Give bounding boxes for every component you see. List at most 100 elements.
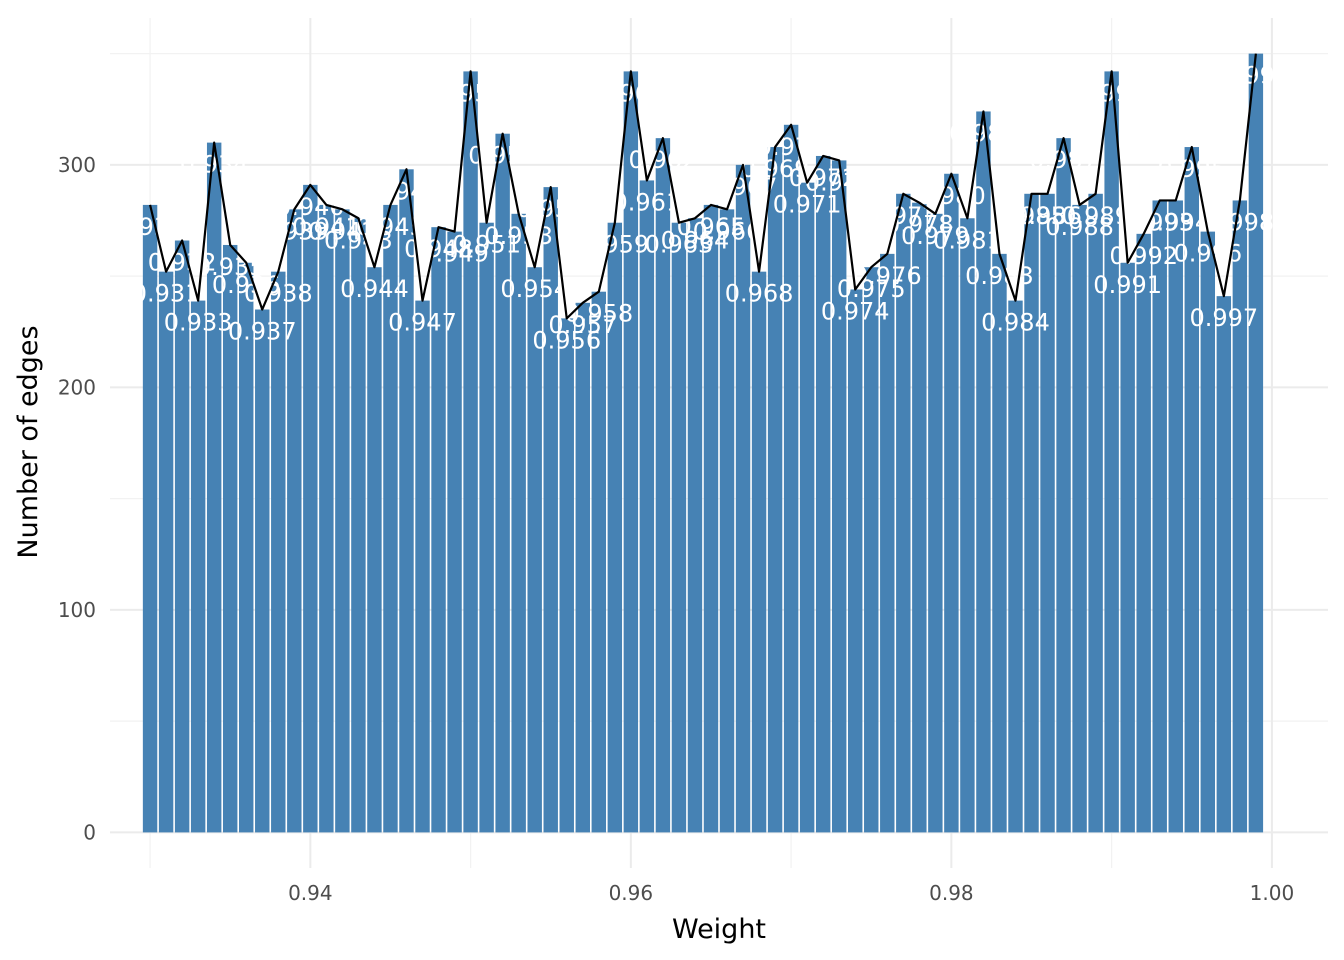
histogram-bar bbox=[928, 213, 943, 833]
histogram-bar bbox=[1232, 200, 1248, 833]
bar-value-label: 0.973 bbox=[805, 168, 874, 196]
y-tick-label: 100 bbox=[58, 598, 96, 622]
histogram-bar bbox=[751, 271, 767, 833]
bar-value-label: 0.931 bbox=[132, 280, 201, 308]
bar-value-label: 0.930 bbox=[116, 213, 185, 241]
histogram-bar bbox=[671, 222, 687, 833]
histogram-bar bbox=[799, 182, 815, 833]
histogram-bar bbox=[639, 180, 655, 833]
histogram-bar bbox=[174, 240, 190, 833]
bar-value-label: 0.935 bbox=[196, 253, 265, 281]
bar-value-label: 0.986 bbox=[1013, 202, 1082, 230]
histogram-bar bbox=[543, 187, 558, 833]
bar-value-label: 0.979 bbox=[901, 222, 970, 250]
histogram-bar bbox=[383, 204, 398, 833]
x-tick-label: 0.96 bbox=[609, 881, 654, 905]
bar-value-label: 0.933 bbox=[164, 309, 233, 337]
bar-value-label: 0.966 bbox=[693, 217, 762, 245]
histogram-bar bbox=[1072, 204, 1087, 833]
bar-value-label: 0.983 bbox=[965, 262, 1034, 290]
histogram-bar bbox=[351, 218, 366, 833]
bar-value-label: 0.992 bbox=[1109, 242, 1178, 270]
bars bbox=[142, 53, 1264, 833]
histogram-bar bbox=[767, 147, 783, 833]
histogram-bar bbox=[1088, 193, 1103, 833]
bar-value-label: 0.988 bbox=[1045, 213, 1114, 241]
histogram-bar bbox=[399, 169, 414, 833]
bar-value-label: 0.997 bbox=[1189, 304, 1258, 332]
histogram-bar bbox=[703, 204, 719, 833]
bar-value-label: 0.951 bbox=[452, 231, 521, 259]
bar-value-label: 0.994 bbox=[1141, 208, 1210, 236]
histogram-bar bbox=[864, 267, 879, 833]
histogram-bar bbox=[848, 289, 863, 833]
bar-value-label: 0.939 bbox=[260, 217, 329, 245]
histogram-bar bbox=[271, 271, 286, 833]
histogram-bar bbox=[206, 142, 222, 833]
bar-value-label: 0.993 bbox=[1125, 208, 1194, 236]
histogram-bar bbox=[735, 164, 751, 833]
bar-value-label: 0.950 bbox=[436, 79, 505, 107]
histogram-bar bbox=[158, 271, 174, 833]
bar-labels: 0.9300.9310.9320.9330.9340.9350.9360.937… bbox=[116, 62, 1291, 355]
histogram-bar bbox=[944, 173, 959, 833]
histogram-bar bbox=[511, 213, 526, 833]
bar-value-label: 0.975 bbox=[837, 275, 906, 303]
bar-value-label: 0.957 bbox=[548, 311, 617, 339]
x-tick-label: 1.00 bbox=[1250, 881, 1295, 905]
histogram-bar bbox=[1056, 138, 1071, 833]
histogram-bar bbox=[815, 155, 831, 833]
bar-value-label: 0.976 bbox=[853, 262, 922, 290]
histogram-bar bbox=[527, 267, 542, 833]
histogram-bar bbox=[655, 138, 671, 833]
histogram-bar bbox=[142, 204, 158, 833]
histogram-bar bbox=[719, 209, 735, 833]
histogram-bar bbox=[1216, 296, 1232, 833]
y-axis-title: Number of edges bbox=[13, 325, 44, 558]
histogram-bar bbox=[190, 300, 206, 833]
bar-value-label: 0.984 bbox=[981, 309, 1050, 337]
bar-value-label: 0.938 bbox=[244, 280, 313, 308]
bar-value-label: 0.965 bbox=[677, 213, 746, 241]
histogram-bar bbox=[783, 124, 799, 833]
histogram-bar bbox=[992, 253, 1007, 833]
histogram-bar bbox=[623, 71, 639, 833]
histogram-bar bbox=[1008, 300, 1023, 833]
y-tick-label: 0 bbox=[83, 820, 96, 844]
histogram-bar bbox=[239, 262, 254, 833]
bar-value-label: 0.961 bbox=[613, 188, 682, 216]
bar-value-label: 0.946 bbox=[372, 177, 441, 205]
histogram-bar bbox=[431, 227, 446, 833]
y-tick-label: 300 bbox=[58, 153, 96, 177]
histogram-bar bbox=[1024, 193, 1039, 833]
bar-value-label: 0.964 bbox=[661, 226, 730, 254]
bar-value-label: 0.944 bbox=[340, 275, 409, 303]
bar-value-label: 0.999 bbox=[1222, 62, 1291, 90]
histogram-bar bbox=[319, 204, 334, 833]
histogram-bar bbox=[976, 111, 991, 833]
histogram-bar bbox=[335, 209, 350, 833]
bar-value-label: 0.932 bbox=[148, 249, 217, 277]
histogram-bar bbox=[1120, 262, 1135, 833]
bar-value-label: 0.971 bbox=[773, 191, 842, 219]
bar-value-label: 0.981 bbox=[933, 226, 1002, 254]
histogram-bar bbox=[607, 222, 623, 833]
histogram-bar bbox=[575, 302, 590, 833]
histogram-bar bbox=[896, 193, 911, 833]
bar-value-label: 0.982 bbox=[949, 119, 1018, 147]
bar-value-label: 0.963 bbox=[645, 231, 714, 259]
bar-value-label: 0.956 bbox=[532, 326, 601, 354]
bar-value-label: 0.967 bbox=[709, 173, 778, 201]
histogram-bar bbox=[463, 71, 478, 833]
bar-value-label: 0.989 bbox=[1061, 202, 1130, 230]
histogram-bar bbox=[559, 318, 574, 833]
bar-value-label: 0.972 bbox=[789, 164, 858, 192]
bar-value-label: 0.970 bbox=[757, 133, 826, 161]
histogram-bar bbox=[1248, 53, 1264, 833]
bar-value-label: 0.959 bbox=[580, 231, 649, 259]
histogram-bar bbox=[1200, 231, 1216, 833]
histogram-bar bbox=[303, 184, 318, 833]
histogram-bar bbox=[687, 218, 703, 833]
bar-value-label: 0.960 bbox=[596, 79, 665, 107]
